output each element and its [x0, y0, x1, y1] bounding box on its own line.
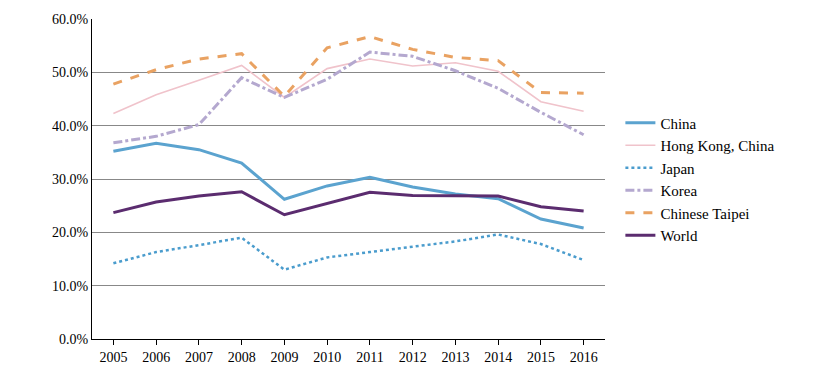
svg-text:30.0%: 30.0%: [52, 172, 89, 187]
svg-text:50.0%: 50.0%: [52, 65, 89, 80]
svg-text:2010: 2010: [313, 350, 341, 365]
svg-text:2015: 2015: [527, 350, 555, 365]
svg-text:2011: 2011: [356, 350, 383, 365]
svg-text:10.0%: 10.0%: [52, 279, 89, 294]
svg-text:2005: 2005: [99, 350, 127, 365]
svg-text:Japan: Japan: [660, 161, 695, 177]
svg-text:2007: 2007: [185, 350, 213, 365]
svg-text:China: China: [660, 116, 696, 132]
svg-text:2008: 2008: [228, 350, 256, 365]
svg-text:2012: 2012: [399, 350, 427, 365]
svg-text:2016: 2016: [570, 350, 598, 365]
svg-text:Korea: Korea: [660, 183, 697, 199]
svg-text:0.0%: 0.0%: [59, 332, 89, 347]
svg-text:2013: 2013: [441, 350, 469, 365]
svg-text:Hong Kong, China: Hong Kong, China: [660, 138, 774, 154]
svg-text:2009: 2009: [270, 350, 298, 365]
svg-text:2014: 2014: [484, 350, 512, 365]
svg-text:World: World: [660, 228, 698, 244]
svg-text:20.0%: 20.0%: [52, 225, 89, 240]
svg-text:40.0%: 40.0%: [52, 119, 89, 134]
svg-text:60.0%: 60.0%: [52, 12, 89, 27]
svg-text:Chinese Taipei: Chinese Taipei: [660, 206, 749, 222]
svg-text:2006: 2006: [142, 350, 170, 365]
